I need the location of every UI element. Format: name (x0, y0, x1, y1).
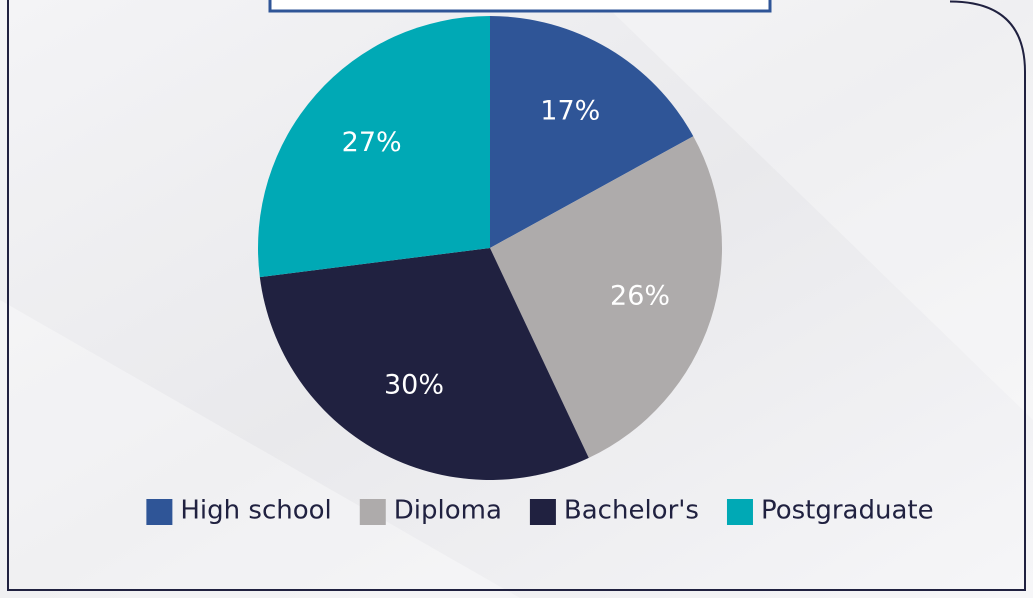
legend-label: High school (180, 496, 331, 526)
pie-slice (259, 248, 589, 481)
legend-swatch (359, 499, 386, 525)
data-label: 26% (610, 280, 670, 311)
header-bar (268, 0, 772, 13)
legend-swatch (726, 499, 753, 525)
legend-label: Diploma (394, 496, 502, 526)
data-label: 27% (342, 127, 402, 158)
pie-slice (490, 136, 723, 458)
pie-slice (490, 16, 694, 248)
legend-swatch (146, 499, 173, 525)
data-label: 30% (384, 370, 444, 401)
decor (600, 0, 1033, 420)
legend: High school Diploma Bachelor's Postgraduate (146, 496, 934, 526)
frame (7, 0, 1026, 591)
data-label: 17% (540, 96, 600, 127)
legend-label: Bachelor's (564, 496, 699, 526)
decor (0, 300, 520, 598)
pie-slice (258, 16, 490, 278)
legend-swatch (529, 499, 556, 525)
pie: 17% 26% 30% 27% (258, 16, 723, 481)
legend-label: Postgraduate (761, 496, 934, 526)
